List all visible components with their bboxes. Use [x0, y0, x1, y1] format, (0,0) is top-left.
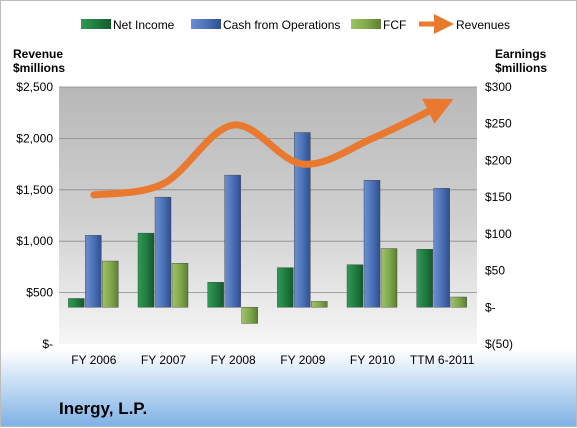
bar-cash-from-operations [364, 180, 380, 307]
bar-net-income [208, 282, 224, 307]
bar-fcf [242, 307, 258, 323]
bar-net-income [417, 249, 433, 307]
bar-net-income [347, 265, 363, 308]
legend-label-cash-from-operations: Cash from Operations [223, 18, 340, 32]
bar-net-income [277, 268, 293, 308]
left-tick-label: $500 [26, 286, 53, 300]
plot-area [59, 87, 477, 344]
right-tick-label: $- [485, 300, 496, 314]
x-tick-label: FY 2007 [141, 353, 186, 367]
right-tick-label: $150 [485, 190, 512, 204]
left-tick-label: $- [42, 337, 53, 351]
bar-cash-from-operations [85, 235, 101, 307]
legend-swatch-fcf [351, 19, 381, 29]
left-tick-label: $2,500 [16, 80, 53, 94]
x-tick-label: FY 2006 [71, 353, 116, 367]
legend-label-revenues: Revenues [456, 18, 510, 32]
bar-fcf [172, 263, 188, 307]
bar-net-income [138, 233, 154, 307]
x-tick-label: TTM 6-2011 [410, 353, 475, 367]
right-tick-label: $(50) [485, 337, 513, 351]
legend-label-fcf: FCF [383, 18, 406, 32]
right-tick-label: $200 [485, 153, 512, 167]
bar-fcf [451, 297, 467, 307]
bar-cash-from-operations [434, 188, 450, 307]
bar-fcf [102, 261, 118, 307]
right-tick-label: $50 [485, 264, 505, 278]
bar-cash-from-operations [225, 175, 241, 307]
legend-swatch-net-income [81, 19, 111, 29]
legend-label-net-income: Net Income [113, 18, 175, 32]
x-tick-label: FY 2010 [350, 353, 395, 367]
bar-fcf [381, 249, 397, 308]
left-axis-title-line1: Revenue [13, 47, 63, 61]
left-tick-label: $1,500 [16, 183, 53, 197]
left-tick-label: $1,000 [16, 234, 53, 248]
legend-swatch-cash-from-operations [191, 19, 221, 29]
bar-cash-from-operations [155, 197, 171, 307]
x-tick-label: FY 2008 [211, 353, 256, 367]
right-tick-label: $300 [485, 80, 512, 94]
right-axis-title-line2: $millions [495, 61, 547, 75]
x-tick-label: FY 2009 [280, 353, 325, 367]
bar-fcf [311, 301, 327, 307]
left-tick-label: $2,000 [16, 131, 53, 145]
legend: Net Income Cash from Operations FCF Reve… [81, 18, 510, 32]
left-axis-title-line2: $millions [13, 61, 65, 75]
bar-net-income [68, 298, 84, 307]
right-tick-label: $250 [485, 117, 512, 131]
right-tick-label: $100 [485, 227, 512, 241]
right-axis-title-line1: Earnings [495, 47, 547, 61]
bar-cash-from-operations [294, 133, 310, 308]
company-title: Inergy, L.P. [59, 399, 147, 418]
